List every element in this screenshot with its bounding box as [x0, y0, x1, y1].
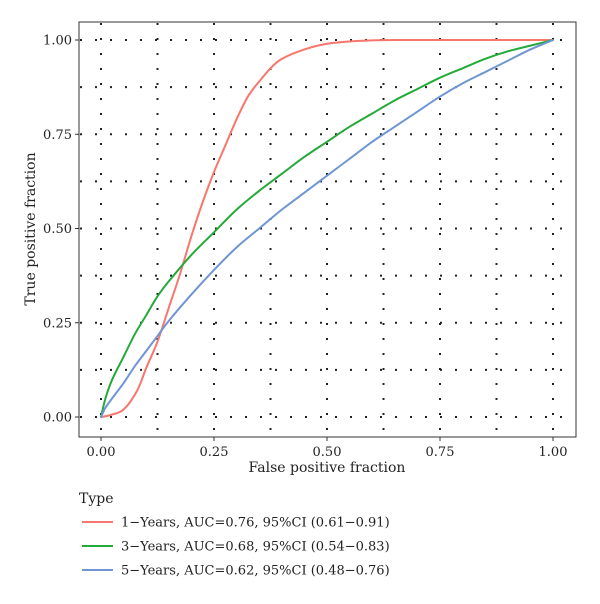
series-line-2 — [100, 39, 554, 418]
y-tick-label: 0.25 — [43, 316, 72, 331]
legend: 1−Years, AUC=0.76, 95%CI (0.61−0.91) 3−Ye… — [82, 516, 390, 579]
y-tick-label: 1.00 — [43, 34, 72, 49]
y-axis-title: True positive fraction — [23, 152, 39, 305]
x-tick-label: 0.75 — [426, 445, 455, 460]
x-tick-label: 0.50 — [313, 445, 342, 460]
x-axis-title: False positive fraction — [249, 460, 406, 476]
y-tick-label: 0.00 — [43, 411, 72, 426]
series-layer — [100, 38, 554, 418]
y-tick-label: 0.75 — [43, 128, 72, 143]
plot-panel — [78, 21, 577, 438]
tick-layer: 0.00 0.25 0.50 0.75 1.00 0.00 0.25 0.50 0.75 1.00 — [43, 34, 567, 461]
legend-title: Type — [79, 491, 114, 507]
legend-label-3: 5−Years, AUC=0.62, 95%CI (0.48−0.76) — [121, 564, 390, 579]
x-tick-label: 0.25 — [200, 445, 229, 460]
series-line-1 — [100, 38, 554, 418]
legend-label-2: 3−Years, AUC=0.68, 95%CI (0.54−0.83) — [121, 540, 390, 555]
y-tick-label: 0.50 — [43, 222, 72, 237]
x-tick-label: 1.00 — [539, 445, 568, 460]
series-line-3 — [100, 39, 554, 418]
legend-label-1: 1−Years, AUC=0.76, 95%CI (0.61−0.91) — [121, 516, 390, 531]
x-tick-label: 0.00 — [87, 445, 116, 460]
